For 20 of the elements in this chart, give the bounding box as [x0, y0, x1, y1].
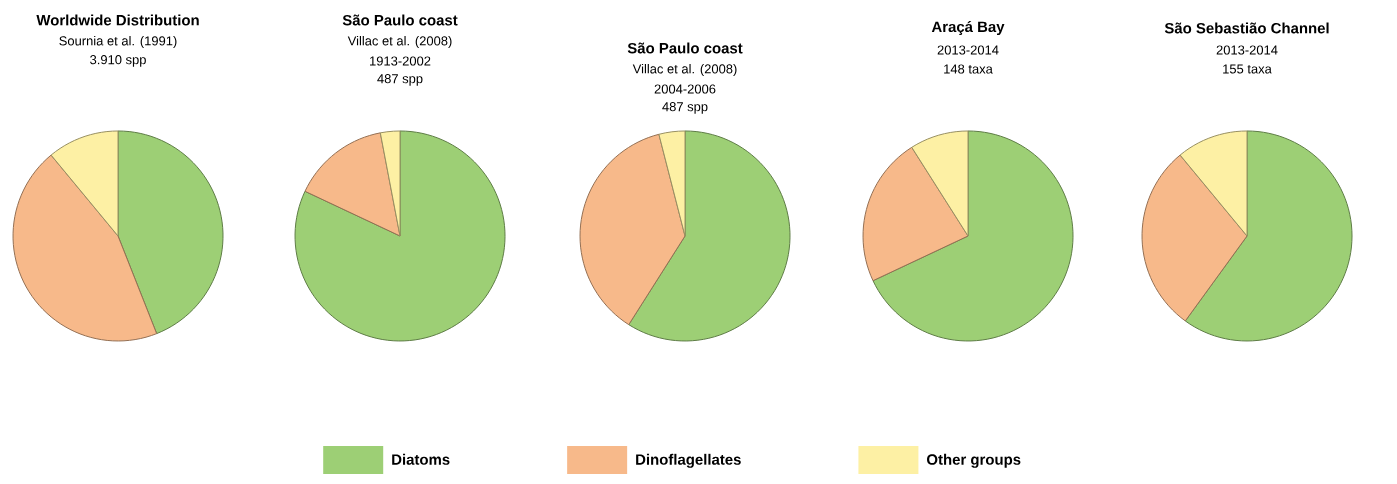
- text: 487 spp: [377, 74, 423, 86]
- chart-title: São Paulo coast: [342, 14, 458, 26]
- chart-title: Araçá Bay: [931, 20, 1005, 36]
- chart-subtitle: Sournia et al. (1991): [59, 35, 177, 49]
- text: 487 spp: [662, 102, 708, 114]
- text: 1913-2002: [370, 56, 431, 66]
- legend-label: Other groups: [927, 453, 1021, 468]
- legend-label: Dinoflagellates: [636, 453, 741, 468]
- chart-title: Worldwide Distribution: [36, 14, 199, 26]
- chart-subtitle: 2013-2014: [1216, 45, 1278, 55]
- chart-subtitle: Villac et al. (2008): [347, 35, 452, 49]
- text: 3.910 spp: [90, 55, 146, 67]
- text: 148 taxa: [944, 64, 993, 74]
- chart-subtitle: 2013-2014: [937, 45, 999, 55]
- chart-title: São Paulo coast: [627, 42, 743, 54]
- text: 155 taxa: [1223, 64, 1272, 74]
- chart-title: São Sebastião Channel: [1164, 22, 1329, 34]
- chart-subtitle: Villac et al. (2008): [632, 63, 737, 77]
- legend-label: Diatoms: [392, 453, 450, 465]
- text: 2004-2006: [654, 84, 716, 94]
